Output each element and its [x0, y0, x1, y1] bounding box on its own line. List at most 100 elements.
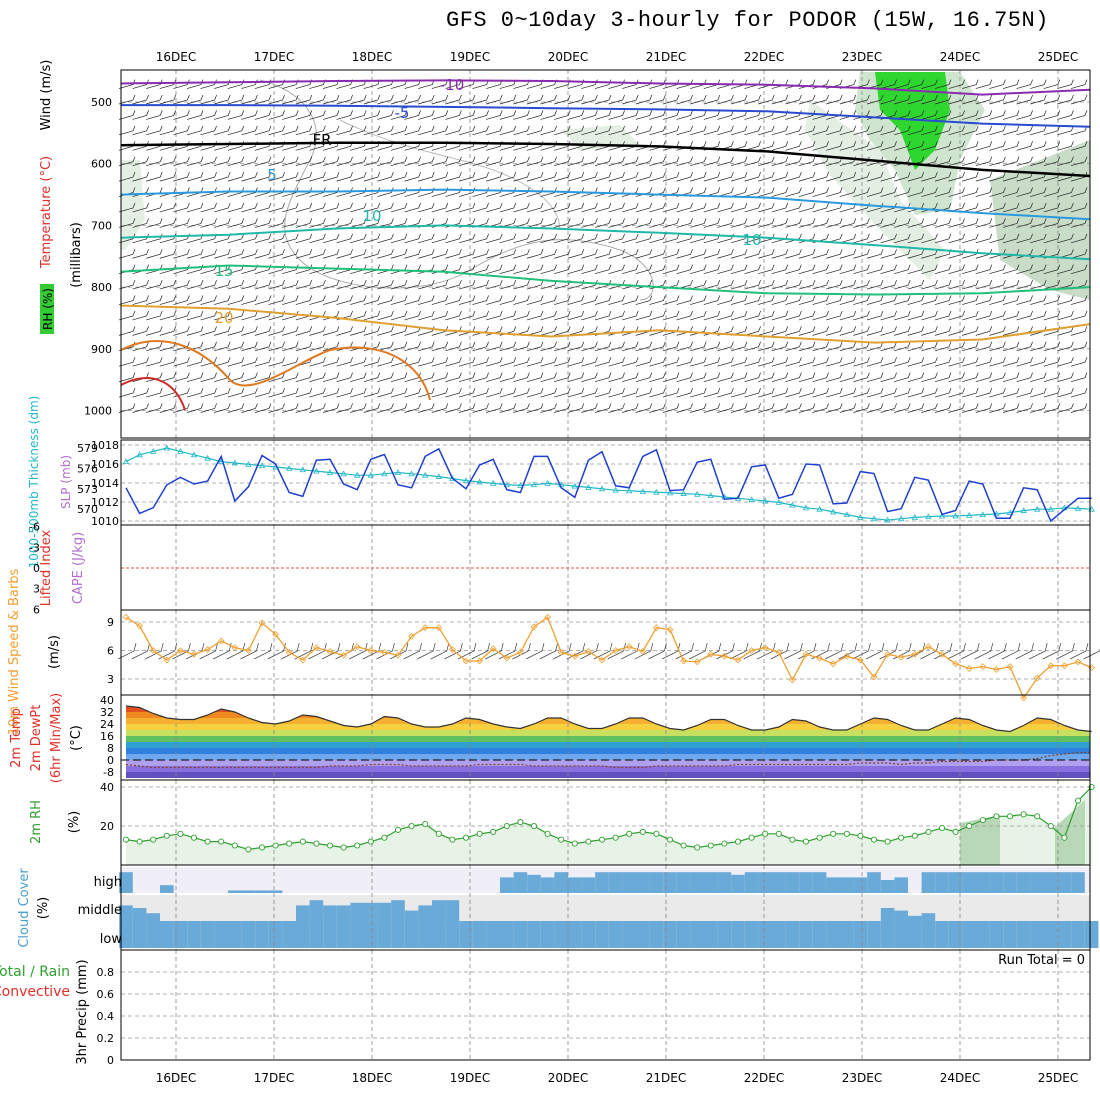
- wind-barb: [350, 326, 367, 336]
- wind-barb: [581, 310, 598, 321]
- wind-barb: [962, 249, 979, 259]
- wind-barb: [812, 218, 829, 228]
- wind-barb: [635, 187, 653, 197]
- wind-barb: [431, 372, 449, 382]
- wind-barb: [839, 187, 857, 197]
- wind-barb: [1043, 387, 1061, 398]
- wind-barb: [717, 357, 734, 367]
- wind-barb: [458, 357, 476, 367]
- wind-barb: [894, 156, 911, 167]
- wind-barb: [268, 249, 285, 259]
- wind-barb: [254, 218, 272, 228]
- wind-barb: [567, 141, 585, 151]
- wind-barb: [540, 249, 557, 259]
- wind-barb: [567, 295, 585, 305]
- wind-barb: [1070, 357, 1088, 367]
- wind-barb: [730, 372, 748, 382]
- wind-barb: [295, 187, 313, 197]
- run-total: Run Total = 0: [998, 953, 1085, 968]
- rh2m-point: [612, 834, 619, 841]
- cloud-bar-low: [554, 921, 568, 948]
- wind-barb: [377, 110, 394, 120]
- cloud-bar-high: [690, 872, 704, 893]
- wind-barb: [200, 326, 217, 336]
- wind10-point: [503, 654, 511, 662]
- wind-barb: [118, 233, 136, 244]
- wind-barb: [336, 218, 353, 228]
- wind-barb: [676, 403, 693, 413]
- wind-barb: [1043, 341, 1061, 352]
- wind-barb: [173, 279, 190, 290]
- wind10-point: [340, 651, 347, 659]
- wind-barb: [758, 141, 775, 151]
- wind-barb: [934, 110, 952, 120]
- wind-barb: [744, 156, 761, 167]
- wind-barb: [390, 341, 408, 352]
- wind-barb: [227, 94, 245, 105]
- wind-barb: [499, 357, 517, 367]
- wind-barb: [594, 310, 612, 321]
- wind-barb: [771, 295, 789, 305]
- rh2m-tick: 20: [100, 820, 114, 833]
- rh2m-point: [721, 840, 728, 847]
- wind-barb: [377, 403, 394, 413]
- wind-barb: [268, 187, 285, 197]
- wind-barb: [486, 202, 503, 213]
- cloud-bar-low: [921, 921, 936, 948]
- thickness-point: [680, 490, 687, 496]
- wind-barb: [962, 202, 979, 213]
- wind-barb: [363, 187, 381, 197]
- cloud-bar-high: [1044, 872, 1058, 893]
- cloud-bar-low: [377, 921, 392, 948]
- temp-band: [126, 742, 1090, 748]
- wind-barb: [322, 387, 340, 398]
- wind-barb: [458, 295, 476, 305]
- wind-barb: [390, 372, 408, 382]
- wind-barb: [717, 341, 734, 352]
- wind-barb: [268, 326, 285, 336]
- wind-barb: [1057, 141, 1074, 151]
- wind-barb: [390, 279, 408, 290]
- cloud-bar-low: [595, 921, 609, 948]
- wind-barb: [1056, 642, 1075, 660]
- rh2m-point: [694, 844, 701, 851]
- wind-barb: [526, 218, 544, 228]
- pressure-tick: 900: [91, 343, 112, 356]
- wind-barb: [839, 372, 857, 382]
- thickness-point: [422, 471, 429, 478]
- wind-barb: [363, 341, 381, 352]
- wind-barb: [921, 187, 938, 197]
- wind-barb: [785, 79, 802, 89]
- wind-barb: [377, 218, 394, 228]
- wind-barb: [594, 233, 612, 244]
- wind-barb: [336, 94, 353, 105]
- wind-barb: [540, 110, 557, 120]
- wind10-point: [122, 613, 130, 621]
- wind-barb: [758, 341, 775, 352]
- wind-barb: [649, 202, 666, 213]
- wind-barb: [268, 94, 285, 105]
- wind-barb: [608, 341, 625, 352]
- wind-barb: [526, 279, 544, 290]
- wind-barb: [486, 372, 503, 382]
- wind-barb: [853, 326, 870, 336]
- rh2m-point: [680, 842, 687, 849]
- thickness-point: [408, 470, 415, 477]
- wind-barb: [785, 249, 802, 259]
- wind-barb: [1016, 233, 1033, 244]
- isotherm-5: [120, 188, 1091, 221]
- rh2m-point: [381, 834, 388, 841]
- wind-barb: [350, 341, 367, 352]
- wind-barb: [717, 279, 734, 290]
- wind-barb: [798, 171, 816, 182]
- wind-barb: [146, 403, 163, 413]
- wind-barb: [649, 218, 666, 228]
- cloud-bar-middle: [323, 905, 337, 921]
- wind-barb: [418, 171, 435, 182]
- wind-barb: [826, 326, 843, 336]
- wind-barb: [581, 110, 598, 120]
- wind-barb: [785, 372, 802, 382]
- wind-barb: [486, 264, 503, 275]
- wind-barb: [907, 357, 925, 367]
- wind-barb: [254, 357, 272, 367]
